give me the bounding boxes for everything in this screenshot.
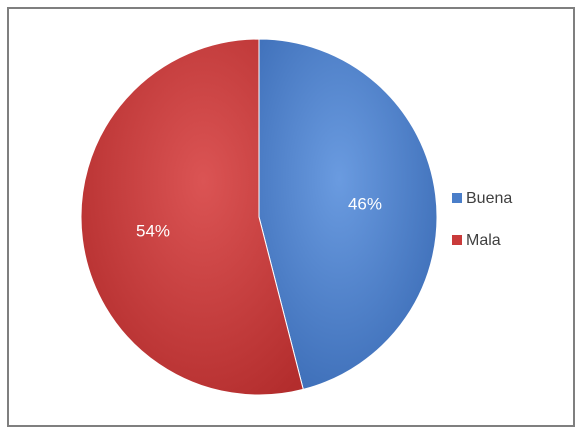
legend-label-buena: Buena	[466, 190, 512, 207]
legend-label-mala: Mala	[466, 232, 501, 249]
legend-swatch-mala	[452, 235, 462, 245]
slice-label-buena: 46%	[348, 195, 382, 214]
pie-slice-mala	[80, 38, 304, 396]
legend-swatch-buena	[452, 193, 462, 203]
slice-label-mala: 54%	[136, 221, 170, 240]
legend: Buena Mala	[452, 190, 512, 249]
pie-slice-buena	[258, 38, 438, 391]
